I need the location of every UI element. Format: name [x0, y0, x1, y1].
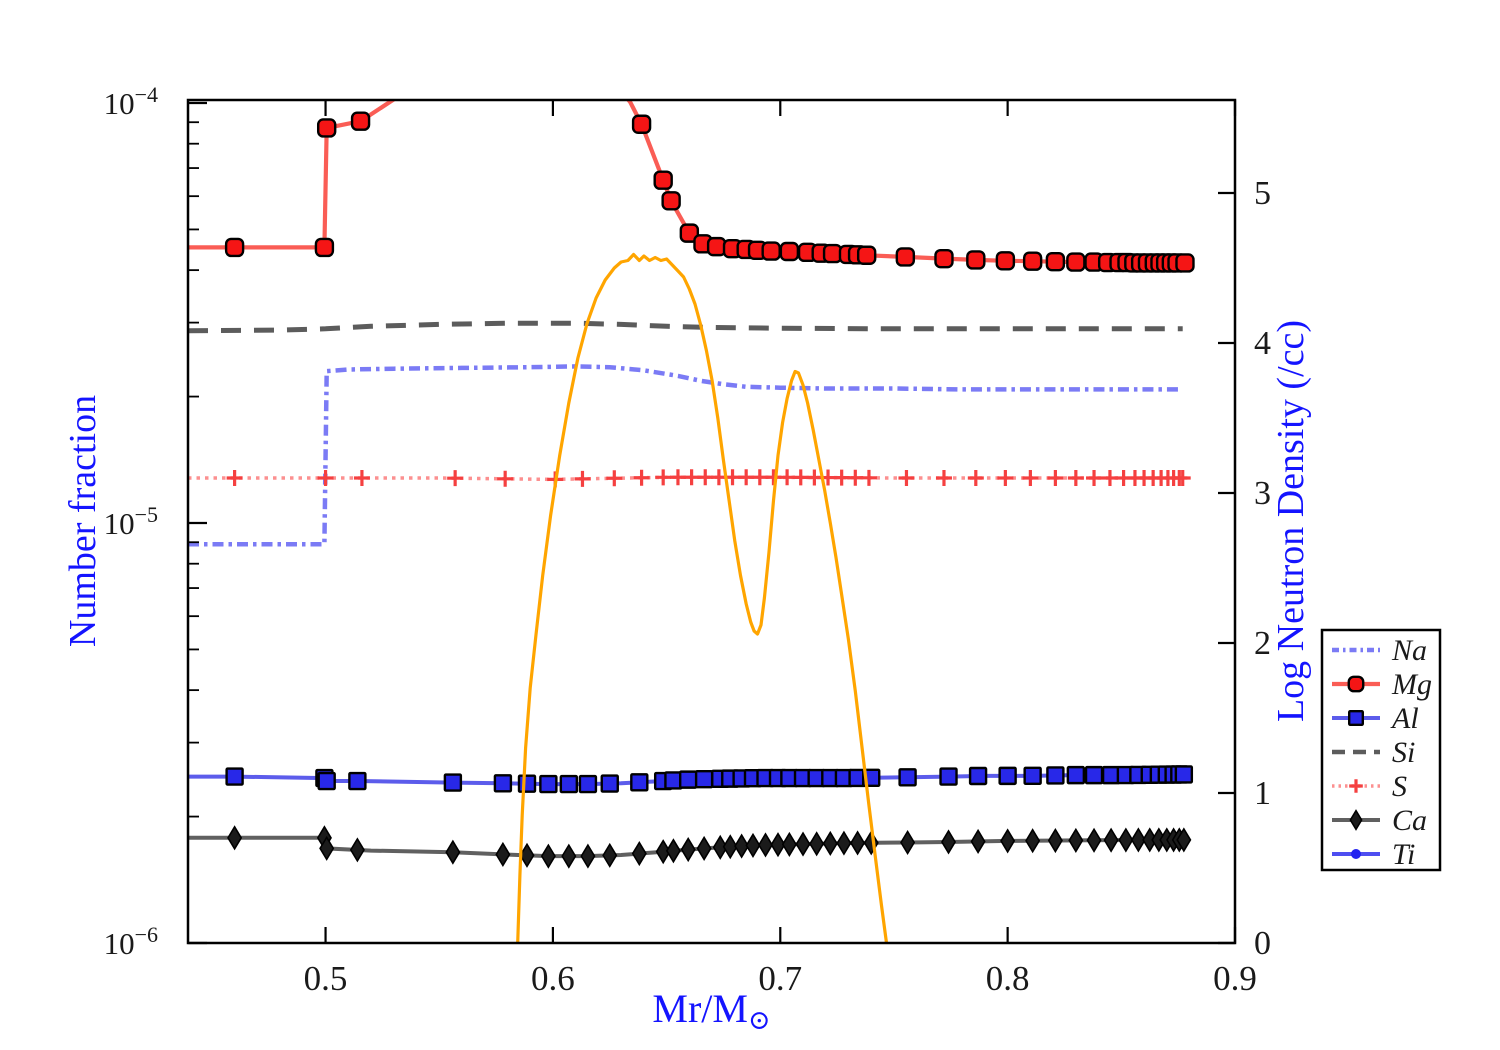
plot-area	[188, 100, 1195, 943]
legend-label: S	[1392, 770, 1407, 803]
series-si	[188, 320, 1183, 334]
legend-item-ti: Ti	[1332, 838, 1415, 871]
y-right-tick-label: 1	[1254, 775, 1271, 812]
legend-label: Al	[1390, 702, 1419, 735]
neutron-density-curve	[516, 252, 889, 943]
tick-labels: 0.5 0.6 0.7 0.8 0.9 10−4 10−5 10−6 0 1 2 3 4 5	[104, 82, 1271, 998]
x-tick-label: 0.7	[758, 959, 802, 998]
x-axis-title: Mr/M⊙	[652, 986, 770, 1035]
legend-item-mg: Mg	[1332, 668, 1432, 701]
y-left-tick-label: 10−6	[104, 922, 158, 961]
legend-item-ca: Ca	[1332, 804, 1427, 837]
y-right-tick-label: 5	[1254, 175, 1271, 212]
plot-border	[186, 98, 1237, 945]
x-tick-label: 0.5	[304, 959, 348, 998]
series-na	[188, 364, 1183, 547]
y-left-axis-title: Number fraction	[62, 395, 104, 647]
legend-item-al: Al	[1332, 702, 1419, 735]
series-s	[188, 469, 1191, 488]
x-tick-label: 0.8	[986, 959, 1030, 998]
y-left-tick-label: 10−4	[104, 82, 158, 121]
legend-label: Si	[1392, 736, 1415, 769]
legend-label: Na	[1391, 634, 1427, 667]
axis-ticks	[188, 100, 1237, 945]
y-right-tick-label: 3	[1254, 475, 1271, 512]
y-right-tick-label: 2	[1254, 625, 1271, 662]
series-ca	[188, 825, 1192, 869]
x-tick-label: 0.6	[531, 959, 575, 998]
legend-label: Ca	[1392, 804, 1427, 837]
legend-item-na: Na	[1332, 634, 1427, 667]
series-mg	[188, 100, 1195, 273]
legend-item-si: Si	[1332, 736, 1415, 769]
legend-label: Mg	[1391, 668, 1432, 701]
y-left-tick-label: 10−5	[104, 502, 158, 541]
legend-label: Ti	[1392, 838, 1415, 871]
legend-item-s: S	[1332, 770, 1407, 803]
y-right-axis-title: Log Neutron Density (/cc)	[1270, 320, 1312, 722]
y-right-tick-label: 0	[1254, 925, 1271, 962]
y-right-tick-label: 4	[1254, 325, 1271, 362]
x-tick-label: 0.9	[1213, 959, 1257, 998]
series-al	[188, 765, 1194, 794]
